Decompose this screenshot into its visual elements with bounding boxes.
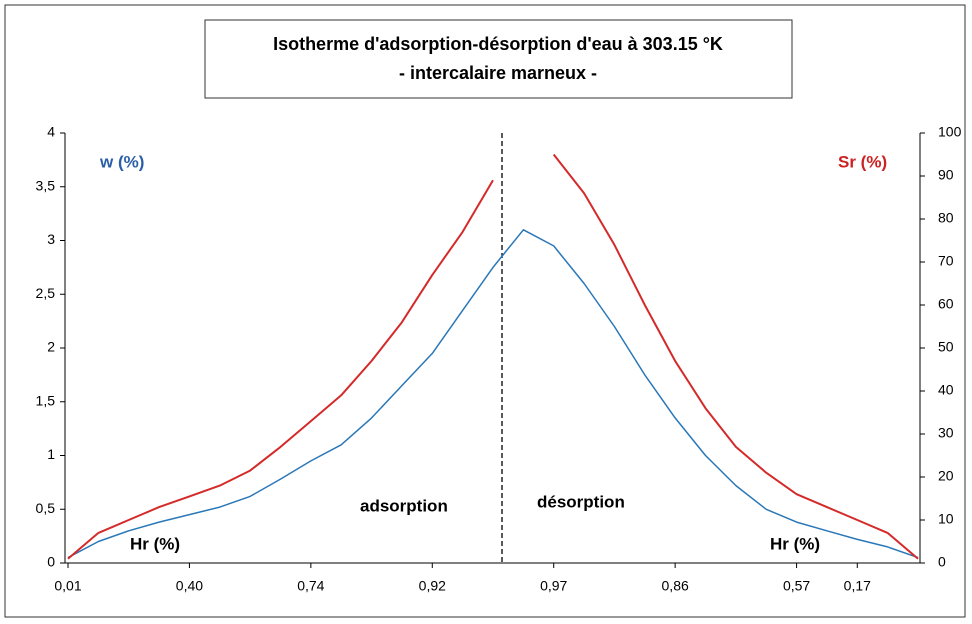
chart-subtitle: - intercalaire marneux - [399,63,597,83]
annotation: Hr (%) [130,534,180,553]
y2-tick-label: 20 [938,468,954,484]
title-box [204,19,793,99]
y-tick-label: 4 [47,124,55,140]
y-tick-label: 2,5 [36,285,56,301]
legend-w: w (%) [99,152,144,171]
x-tick-label: 0,92 [419,578,446,594]
y-tick-label: 1,5 [36,392,56,408]
y-tick-label: 0,5 [36,500,56,516]
y2-tick-label: 50 [938,339,954,355]
x-tick-label: 0,40 [176,578,203,594]
y2-tick-label: 40 [938,382,954,398]
x-tick-label: 0,97 [540,578,567,594]
y-tick-label: 2 [47,339,55,355]
frame [4,4,966,618]
y2-tick-label: 70 [938,253,954,269]
annotation: désorption [537,492,625,511]
annotation: Hr (%) [770,534,820,553]
x-tick-label: 0,17 [844,578,871,594]
y2-tick-label: 0 [938,554,946,570]
y-tick-label: 3 [47,231,55,247]
y2-tick-label: 10 [938,511,954,527]
y2-tick-label: 60 [938,296,954,312]
y-tick-label: 3,5 [36,177,56,193]
y-tick-label: 1 [47,446,55,462]
legend-sr: Sr (%) [838,152,887,171]
y2-tick-label: 90 [938,167,954,183]
line-series [67,229,919,559]
chart-title: Isotherme d'adsorption-désorption d'eau … [273,34,723,54]
y2-tick-label: 100 [938,124,962,140]
annotation: adsorption [360,496,448,515]
x-tick-label: 0,01 [54,578,81,594]
x-tick-label: 0,86 [662,578,689,594]
x-tick-label: 0,57 [783,578,810,594]
y2-tick-label: 30 [938,425,954,441]
y-tick-label: 0 [47,554,55,570]
line-series [67,153,919,560]
y2-tick-label: 80 [938,210,954,226]
x-tick-label: 0,74 [297,578,324,594]
